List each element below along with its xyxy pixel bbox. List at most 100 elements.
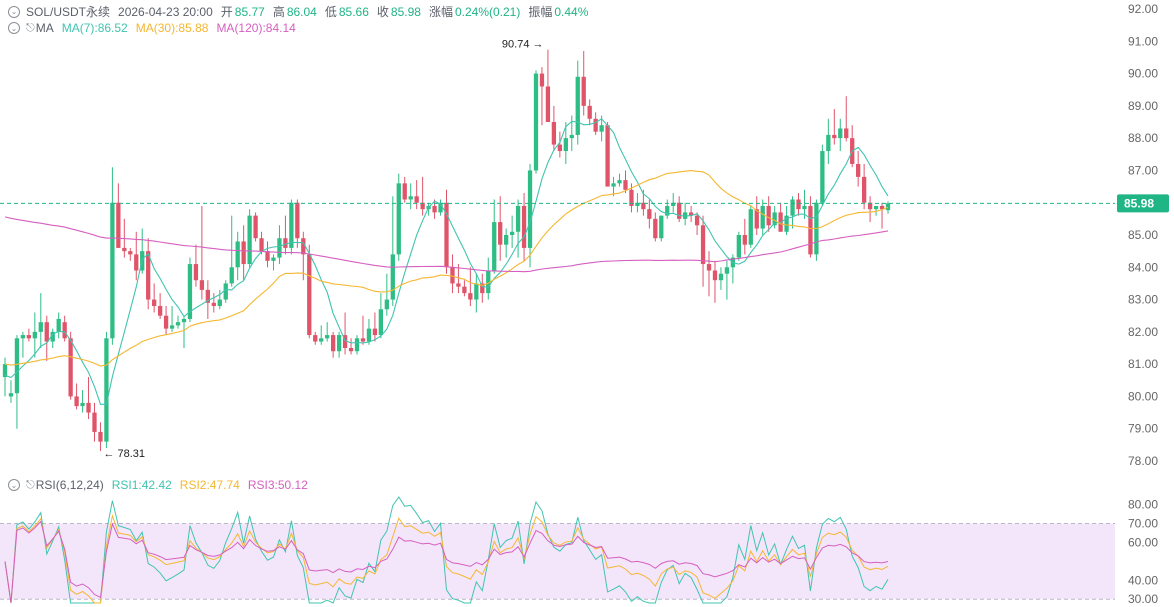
bell-icon[interactable]: ⎋ [26,478,35,491]
candle-body [712,270,718,281]
candle-body [611,183,616,187]
amp-label: 振幅 [528,5,553,19]
chevron-down-icon[interactable]: ⌄ [8,479,20,491]
candle-body [319,338,324,342]
candle-body [521,205,527,248]
candle-body [706,264,712,271]
rsi3-legend: RSI3:50.12 [247,478,308,492]
datetime-label: 2026-04-23 20:00 [118,4,213,19]
candle-body [8,393,14,397]
candle-body [653,218,658,239]
candle-body [575,76,580,135]
candle-body [277,238,282,258]
candle-body [748,209,753,245]
last-price-box [1117,194,1169,213]
candle-body [617,180,622,184]
candle-body [879,205,885,210]
price-tick-label: 78.00 [1128,454,1158,468]
ma-line-120 [4,216,889,273]
price-tick-label: 85.00 [1128,228,1158,242]
candle-body [832,134,837,139]
bell-icon[interactable]: ⎋ [26,21,35,34]
candle-body [629,189,634,206]
candle-body [50,331,55,342]
rsi-tick-label: 80.00 [1128,498,1158,512]
candle-body [110,202,115,339]
candle-body [796,199,801,210]
candle-body [229,267,234,284]
candle-body [551,122,557,145]
candle-body [187,264,193,319]
candle-body [456,283,461,287]
candle-body [32,331,37,339]
candle-body [462,286,467,294]
candle-body [563,138,568,152]
candle-body [14,338,20,394]
candle-body [688,212,694,216]
candle-body [671,202,676,206]
candle-body [569,134,574,139]
candle-body [205,289,210,303]
candle-body [38,322,43,332]
candle-body [372,328,378,336]
candle-body [74,396,79,407]
candle-body [844,128,849,139]
candle-body [295,202,300,239]
close-label: 收 [376,5,389,19]
high-value: 86.04 [286,5,317,19]
ohlc-legend: ⌄ SOL/USDT永续 2026-04-23 20:00 开 85.77 高 86… [8,3,596,20]
last-price-label: 85.98 [1124,196,1154,210]
candle-body [635,202,640,206]
candle-body [116,202,121,248]
candle-body [677,202,682,219]
candle-body [86,402,91,413]
candle-body [599,125,604,132]
candle-body [742,235,747,245]
candle-body [659,215,664,239]
candle-body [766,205,771,226]
candle-body [325,335,330,339]
candle-body [384,299,389,310]
candle-body [593,118,598,132]
rsi-tick-label: 70.00 [1128,517,1158,531]
candle-body [420,202,425,210]
candle-body [235,241,240,268]
candle-body [533,73,539,171]
rsi-tick-label: 30.00 [1128,592,1158,606]
candle-body [486,270,491,294]
rsi-legend: ⌄ ⎋ RSI(6,12,24) RSI1:42.42 RSI2:47.74 R… [8,478,316,492]
chevron-down-icon[interactable]: ⌄ [8,5,20,18]
candle-body [790,199,795,216]
candle-body [175,322,181,326]
candle-body [754,209,759,229]
rsi1-legend: RSI1:42.42 [111,478,172,492]
candle-body [181,318,187,323]
price-tick-label: 89.00 [1128,99,1158,113]
ma-title: MA [35,21,54,35]
price-tick-label: 83.00 [1128,293,1158,307]
candle-body [193,264,199,281]
candle-body [432,205,437,213]
rsi-band [0,523,1115,600]
candle-body [307,254,312,336]
candle-body [867,202,873,210]
price-tick-label: 92.00 [1128,2,1158,16]
amp-value: 0.44% [554,5,589,19]
candle-body [217,299,222,307]
candle-body [700,225,706,265]
min-price-label: ← 78.31 [103,448,145,460]
ma-lines [4,118,889,405]
candle-body [808,205,813,255]
candle-body [163,315,169,329]
annotations: 85.98 90.74 → ← 78.31 [0,39,1169,460]
chevron-down-icon[interactable]: ⌄ [8,22,20,34]
symbol-label: SOL/USDT永续 [26,5,111,19]
candle-body [390,254,395,300]
candle-body [301,238,306,255]
ma-line-7 [4,118,889,405]
close-value: 85.98 [390,5,421,19]
candle-body [414,196,419,203]
candle-body [784,215,789,232]
rsi-line-rsi3 [4,520,889,604]
